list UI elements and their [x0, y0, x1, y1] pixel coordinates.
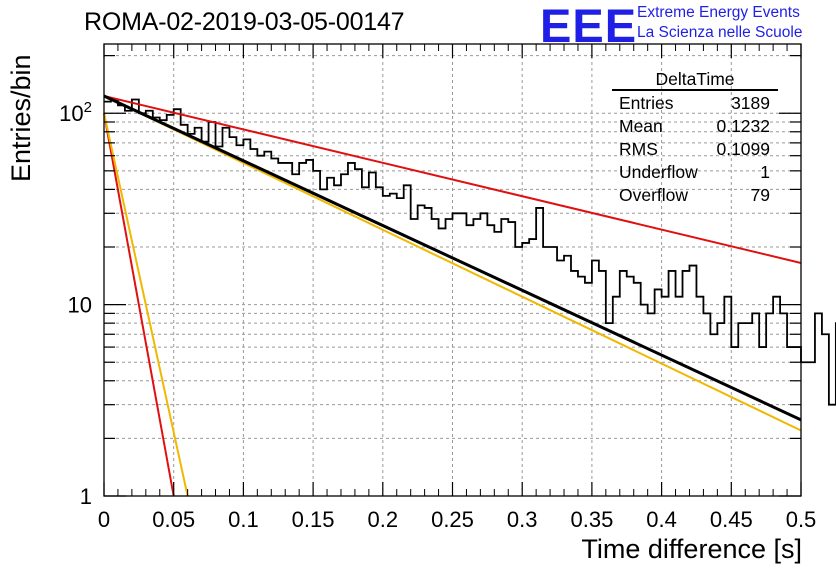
stats-label: Entries — [619, 93, 674, 113]
stats-row-overflow: Overflow 79 — [612, 184, 778, 207]
stats-title: DeltaTime — [612, 70, 778, 91]
x-tick-label: 0 — [98, 507, 110, 532]
stats-row-entries: Entries 3189 — [612, 92, 778, 115]
stats-value: 0.1099 — [716, 139, 770, 159]
stats-row-rms: RMS 0.1099 — [612, 138, 778, 161]
stats-label: RMS — [619, 139, 658, 159]
histogram-outline — [104, 98, 836, 406]
y-tick-label: 102 — [59, 99, 92, 126]
x-axis-label: Time difference [s] — [581, 534, 802, 564]
fit-line-red — [103, 95, 802, 264]
y-tick-label: 1 — [80, 484, 92, 509]
fit-line-red — [103, 113, 175, 497]
axis-ticks — [103, 44, 802, 497]
x-tick-label: 0.3 — [507, 507, 538, 532]
x-tick-label: 0.15 — [292, 507, 335, 532]
x-tick-label: 0.05 — [152, 507, 195, 532]
logo-line-1: Extreme Energy Events — [637, 4, 800, 21]
stats-row-underflow: Underflow 1 — [612, 161, 778, 184]
fit-line-yellow — [103, 113, 189, 497]
logo-line-2: La Scienza nelle Scuole — [637, 24, 803, 41]
x-tick-label: 0.35 — [570, 507, 613, 532]
stats-label: Underflow — [619, 162, 698, 182]
x-tick-label: 0.1 — [228, 507, 259, 532]
y-tick-label: 10 — [68, 293, 92, 318]
stats-label: Overflow — [619, 185, 689, 205]
stats-box: DeltaTime Entries 3189 Mean 0.1232 RMS 0.10… — [612, 70, 778, 207]
stats-label: Mean — [619, 116, 663, 136]
chart-title: ROMA-02-2019-03-05-00147 — [84, 8, 405, 36]
y-axis-label: Entries/bin — [6, 54, 36, 182]
fit-line-yellow — [103, 95, 802, 432]
fit-curves — [103, 94, 802, 497]
x-tick-label: 0.5 — [786, 507, 817, 532]
x-tick-label: 0.45 — [710, 507, 753, 532]
x-tick-label: 0.25 — [431, 507, 474, 532]
stats-value: 3189 — [731, 93, 770, 113]
eee-logo: EEE — [540, 0, 638, 52]
stats-value: 0.1232 — [716, 116, 770, 136]
stats-value: 1 — [760, 162, 770, 182]
tick-labels: 0 0.05 0.1 0.15 0.2 0.25 0.3 0.35 0.4 0.45 0.5 1 10 1… — [59, 99, 816, 532]
fit-line-black — [103, 94, 802, 422]
stats-row-mean: Mean 0.1232 — [612, 115, 778, 138]
histogram-series — [104, 98, 836, 406]
stats-value: 79 — [750, 185, 770, 205]
x-tick-label: 0.2 — [368, 507, 399, 532]
x-tick-label: 0.4 — [646, 507, 677, 532]
